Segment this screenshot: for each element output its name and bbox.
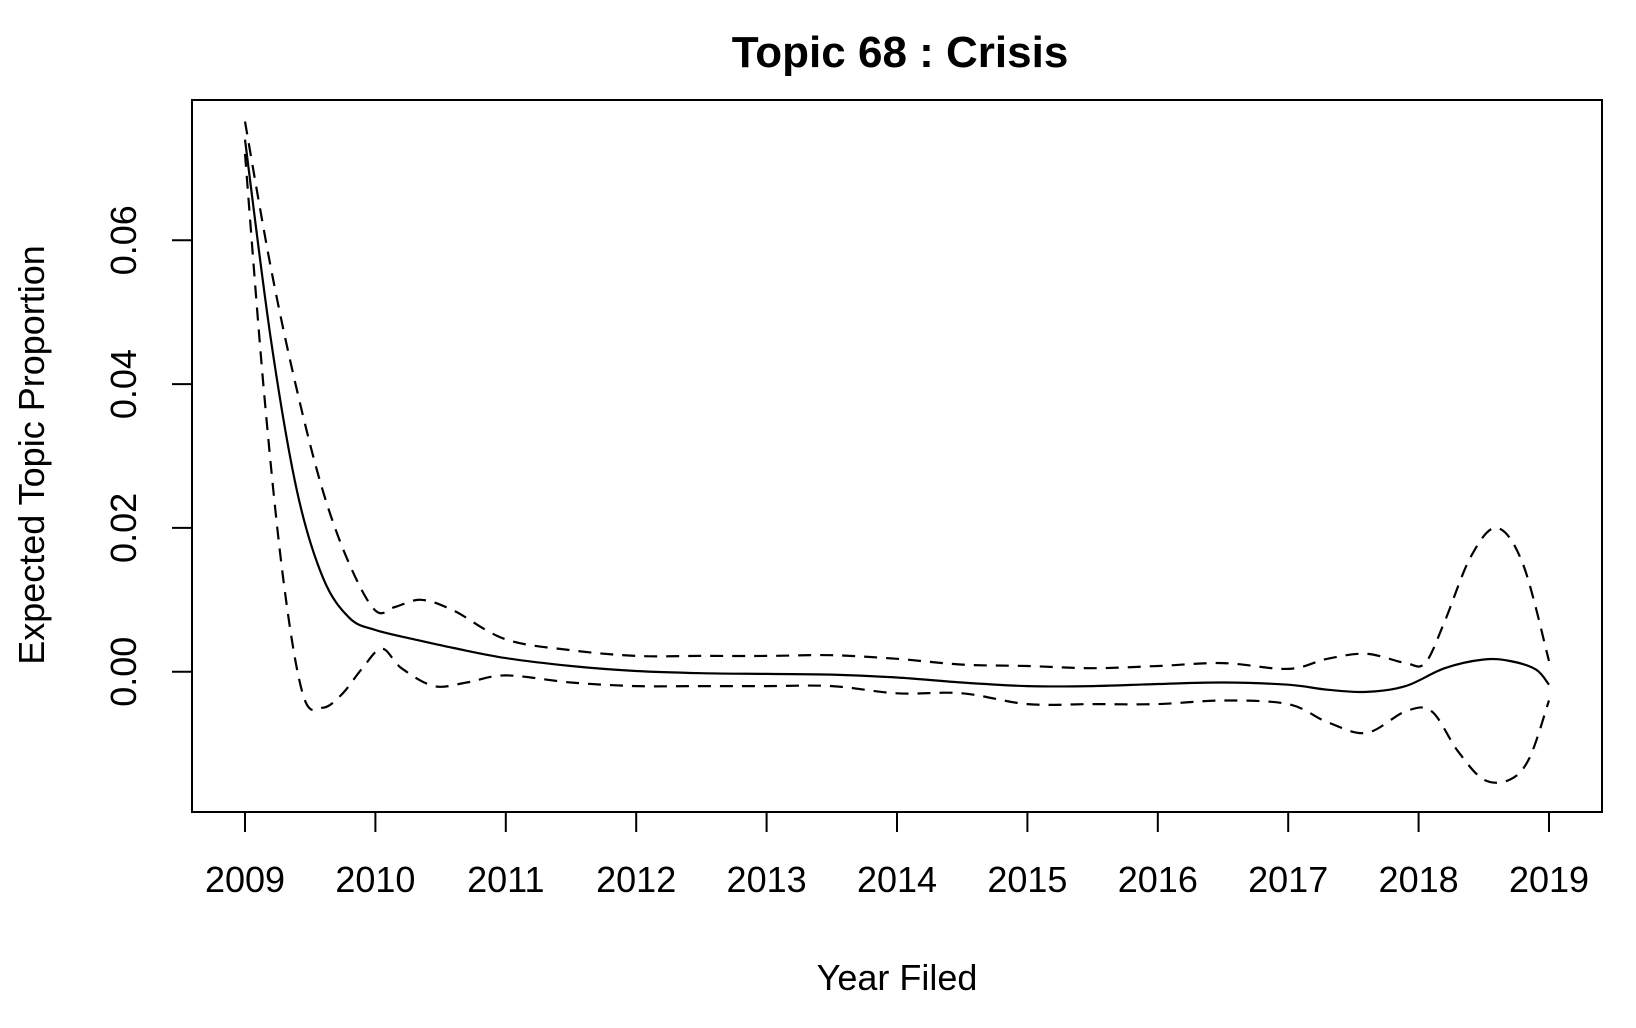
x-tick-label: 2009 <box>205 859 285 900</box>
estimate-line <box>243 139 1550 694</box>
lower-ci-line <box>243 153 1551 784</box>
y-tick-label: 0.06 <box>103 205 144 275</box>
x-tick-label: 2010 <box>335 859 415 900</box>
x-axis-label: Year Filed <box>817 957 978 998</box>
x-tick-label: 2014 <box>857 859 937 900</box>
y-axis: 0.00 0.02 0.04 0.06 <box>103 205 193 707</box>
x-tick-label: 2013 <box>727 859 807 900</box>
x-axis: 2009 2010 2011 2012 2013 2014 2015 2016 2017 2018… <box>205 811 1589 900</box>
y-tick-label: 0.02 <box>103 493 144 563</box>
y-tick-label: 0.00 <box>103 637 144 707</box>
upper-ci-line <box>243 121 1551 671</box>
plot-frame <box>191 99 1603 813</box>
x-tick-label: 2012 <box>596 859 676 900</box>
chart-title: Topic 68 : Crisis <box>732 28 1069 77</box>
x-tick-label: 2011 <box>467 859 544 900</box>
x-tick-label: 2018 <box>1379 859 1459 900</box>
x-tick-label: 2016 <box>1118 859 1198 900</box>
x-tick-label: 2017 <box>1248 859 1328 900</box>
y-tick-label: 0.04 <box>103 349 144 419</box>
x-tick-label: 2019 <box>1509 859 1589 900</box>
x-tick-label: 2015 <box>987 859 1067 900</box>
y-axis-label: Expected Topic Proportion <box>11 245 52 665</box>
series-layer <box>243 121 1551 784</box>
